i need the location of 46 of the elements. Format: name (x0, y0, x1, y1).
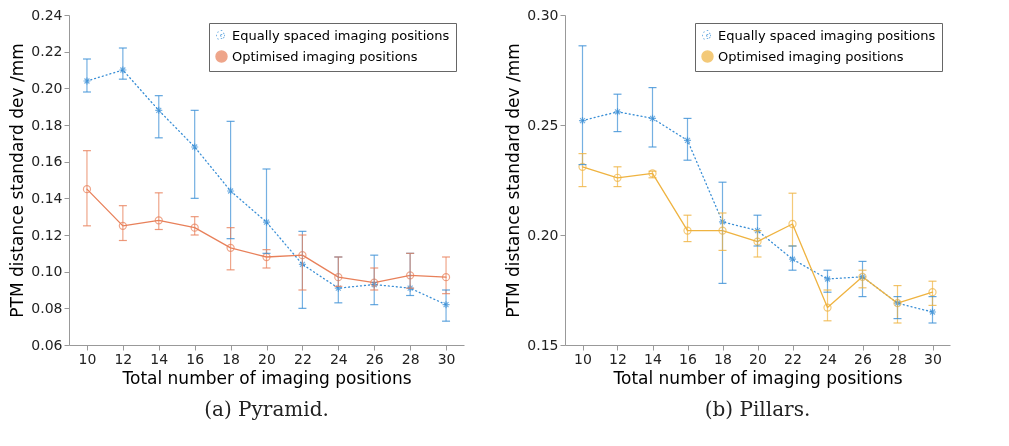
x-tick-label: 14 (150, 350, 169, 367)
x-tick-label: 28 (889, 350, 907, 367)
y-tick-label: 0.20 (31, 79, 63, 96)
legend-label: Optimised imaging positions (232, 48, 418, 64)
x-axis-title: Total number of imaging positions (612, 367, 903, 388)
x-tick-label: 20 (258, 350, 276, 367)
x-tick-label: 26 (854, 350, 872, 367)
x-tick-label: 20 (749, 350, 767, 367)
x-tick-label: 30 (437, 350, 456, 367)
x-tick-label: 10 (574, 350, 592, 367)
x-tick-label: 16 (679, 350, 697, 367)
x-tick-label: 24 (819, 350, 837, 367)
x-tick-label: 10 (78, 350, 97, 367)
x-tick-label: 26 (365, 350, 384, 367)
x-tick-label: 22 (784, 350, 802, 367)
y-axis-title: PTM distance standard dev /mm (7, 43, 28, 318)
x-tick-label: 30 (924, 350, 942, 367)
y-tick-label: 0.20 (527, 226, 559, 243)
y-axis-title: PTM distance standard dev /mm (503, 43, 524, 318)
x-tick-label: 28 (401, 350, 420, 367)
text: (a) Pyramid. (204, 397, 329, 421)
x-tick-label: 12 (114, 350, 133, 367)
y-tick-label: 0.30 (527, 6, 559, 23)
x-tick-label: 12 (609, 350, 627, 367)
x-axis-title: Total number of imaging positions (121, 367, 412, 388)
y-tick-label: 0.22 (31, 43, 63, 60)
x-tick-label: 24 (329, 350, 348, 367)
y-tick-label: 0.18 (31, 116, 63, 133)
legend-label: Equally spaced imaging positions (718, 27, 936, 43)
y-tick-label: 0.12 (31, 226, 63, 243)
y-tick-label: 0.08 (31, 299, 63, 316)
legend-label: Equally spaced imaging positions (232, 27, 450, 43)
y-tick-label: 0.06 (31, 336, 63, 353)
x-tick-label: 18 (222, 350, 240, 367)
y-tick-label: 0.16 (31, 153, 63, 170)
x-tick-label: 14 (644, 350, 662, 367)
y-tick-label: 0.14 (31, 189, 63, 206)
x-tick-label: 16 (186, 350, 205, 367)
x-tick-label: 18 (714, 350, 732, 367)
text: (b) Pillars. (704, 397, 811, 421)
y-tick-label: 0.10 (31, 263, 63, 280)
y-tick-label: 0.15 (527, 336, 559, 353)
x-tick-label: 22 (294, 350, 312, 367)
y-tick-label: 0.25 (527, 116, 559, 133)
legend-label: Optimised imaging positions (718, 48, 904, 64)
y-tick-label: 0.24 (31, 6, 63, 23)
